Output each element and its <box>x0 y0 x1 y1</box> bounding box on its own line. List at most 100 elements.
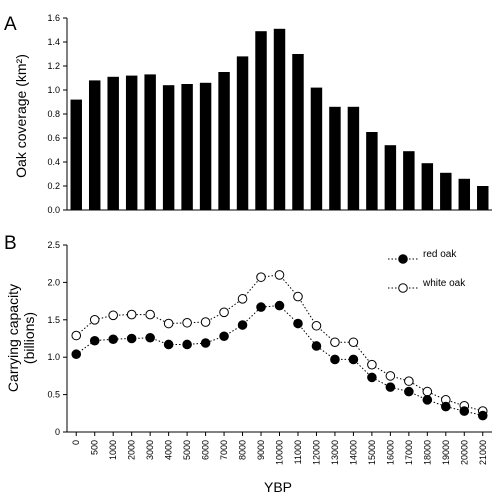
x-tick-label: 500 <box>90 440 100 455</box>
series-point-red-oak <box>219 331 229 342</box>
bar <box>181 84 193 210</box>
x-tick-label: 6000 <box>201 440 211 460</box>
bar <box>403 151 415 210</box>
bar <box>125 75 138 210</box>
x-tick-label: 7000 <box>219 440 229 460</box>
bar <box>255 31 267 211</box>
panel-b-plot: 0 0.5 1.0 1.5 2.0 2.5 <box>47 240 492 437</box>
bar <box>273 28 286 210</box>
series-point-white-oak <box>108 310 118 321</box>
bar <box>310 87 323 210</box>
x-axis-label: YBP <box>264 479 292 495</box>
panel-b-label: B <box>4 233 17 254</box>
x-tick-label: 10000 <box>275 440 285 465</box>
x-tick-label: 2000 <box>127 440 137 460</box>
series-point-red-oak <box>108 334 118 345</box>
bar <box>144 74 156 211</box>
series-point-white-oak <box>237 294 248 304</box>
bar <box>292 54 304 210</box>
series-point-white-oak <box>71 330 82 341</box>
x-tick-label: 9000 <box>256 440 266 460</box>
series-point-red-oak <box>385 382 396 392</box>
series-line-white-oak <box>75 274 483 412</box>
panel-b-y-tick-label: 0 <box>55 427 60 437</box>
panel-b-y-tick-label: 1.0 <box>47 352 60 362</box>
panel-b-y-tick-label: 2.0 <box>47 277 60 287</box>
series-point-red-oak <box>71 349 82 360</box>
panel-b-y-axis-label-units: (billions) <box>21 312 37 364</box>
panel-a-y-tick-label: 0.6 <box>47 133 60 143</box>
bar <box>384 145 397 210</box>
panel-b-y-tick-label: 2.5 <box>47 240 60 250</box>
panel-a-y-tick-label: 0.8 <box>47 109 60 119</box>
series-point-red-oak <box>200 338 211 348</box>
legend-entry-label: red oak <box>423 249 457 260</box>
series-point-red-oak <box>274 300 285 311</box>
series-point-red-oak <box>367 372 377 383</box>
series-point-white-oak <box>385 371 396 381</box>
series-point-white-oak <box>219 307 229 318</box>
x-tick-label: 20000 <box>459 440 469 465</box>
series-point-red-oak <box>441 401 451 412</box>
series-point-red-oak <box>459 406 470 416</box>
series-point-red-oak <box>163 339 174 350</box>
x-tick-label: 13000 <box>330 440 340 465</box>
x-tick-label: 4000 <box>164 440 174 460</box>
x-tick-label: 11000 <box>293 440 303 464</box>
bar <box>88 80 101 211</box>
panel-a-y-axis-label: Oak coverage (km²) <box>13 54 29 178</box>
x-tick-label: 14000 <box>348 440 358 465</box>
series-point-red-oak <box>237 320 248 330</box>
series-point-white-oak <box>311 320 322 331</box>
legend-marker <box>398 254 408 264</box>
bar <box>421 163 434 210</box>
panel-a-y-tick-label: 0.4 <box>47 157 60 167</box>
series-point-red-oak <box>422 395 433 405</box>
series-point-white-oak <box>367 359 377 370</box>
x-tick-label: 19000 <box>441 440 451 465</box>
series-point-red-oak <box>348 354 359 365</box>
panel-a-y-tick-label: 1.0 <box>47 85 60 95</box>
bar <box>218 72 230 210</box>
x-tick-label: 21000 <box>478 440 488 465</box>
series-point-white-oak <box>89 315 100 325</box>
panel-a-y-tick-label: 1.2 <box>47 61 60 71</box>
series-point-red-oak <box>404 386 414 397</box>
bar <box>329 106 341 210</box>
panel-a-y-tick-label: 0.0 <box>47 205 60 215</box>
panel-b-y-axis-label: Carrying capacity <box>5 284 21 392</box>
series-point-white-oak <box>163 318 174 329</box>
series-point-white-oak <box>256 272 266 282</box>
series-point-white-oak <box>330 337 340 348</box>
x-tick-label: 5000 <box>182 440 192 460</box>
series-point-red-oak <box>311 341 322 351</box>
series-point-white-oak <box>274 270 285 280</box>
series-point-red-oak <box>330 354 340 365</box>
x-tick-label: 15000 <box>367 440 377 465</box>
x-tick-label: 17000 <box>404 440 414 465</box>
panel-b-y-tick-label: 0.5 <box>47 390 60 400</box>
x-tick-label: 1000 <box>108 440 118 460</box>
series-point-red-oak <box>182 339 192 350</box>
legend-marker <box>398 283 408 293</box>
x-tick-labels: 0 500 1000 2000 3000 4000 5000 6000 7000 8000 9000… <box>71 440 488 465</box>
panel-a-y-tick-label: 1.6 <box>47 13 60 23</box>
series-point-red-oak <box>126 333 137 344</box>
panel-a-label: A <box>4 14 17 35</box>
series-point-white-oak <box>293 291 303 302</box>
series-point-white-oak <box>182 317 192 328</box>
x-tick-label: 0 <box>71 440 81 445</box>
bar <box>477 186 489 210</box>
bar <box>107 76 119 210</box>
bar <box>236 56 249 211</box>
series-point-white-oak <box>422 386 433 397</box>
x-tick-label: 3000 <box>145 440 155 460</box>
series-point-red-oak <box>89 335 100 346</box>
series-point-red-oak <box>256 302 266 312</box>
series-point-white-oak <box>126 309 137 320</box>
bar <box>70 99 82 210</box>
panel-b-legend: red oak white oak <box>388 249 466 293</box>
panel-a-y-tick-label: 1.4 <box>47 37 60 47</box>
panel-b-y-tick-label: 1.5 <box>47 315 60 325</box>
